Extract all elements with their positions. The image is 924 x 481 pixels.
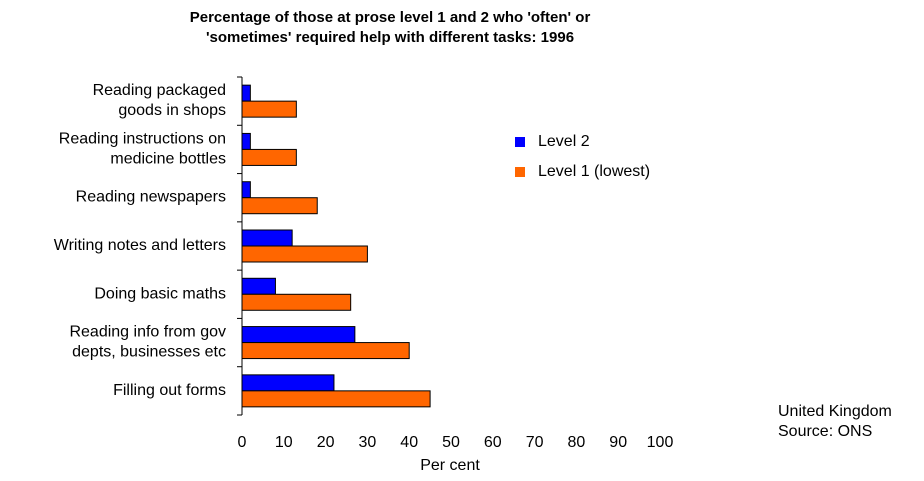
bar: [241, 181, 251, 199]
y-tick-label: Reading newspapers: [76, 189, 226, 206]
note: United Kingdom: [778, 403, 892, 420]
legend-label: Level 1 (lowest): [538, 163, 650, 180]
x-tick-label: 80: [568, 434, 586, 451]
bar: [241, 342, 410, 360]
x-tick-label: 10: [275, 434, 293, 451]
bar: [241, 293, 352, 311]
y-tick-label: Reading packaged goods in shops: [93, 82, 226, 119]
y-tick-label: Reading instructions on medicine bottles: [59, 131, 226, 168]
legend-label: Level 2: [538, 133, 590, 150]
y-tick-label: Reading info from gov depts, businesses e…: [69, 324, 226, 361]
bar: [241, 277, 276, 295]
bar: [241, 229, 293, 247]
y-tick-label: Doing basic maths: [94, 286, 226, 303]
x-tick-label: 50: [442, 434, 460, 451]
x-tick-label: 0: [238, 434, 247, 451]
legend-swatch: [515, 167, 525, 177]
bar: [241, 326, 356, 344]
x-axis-label: Per cent: [420, 457, 480, 474]
x-tick-label: 70: [526, 434, 544, 451]
y-tick-label: Filling out forms: [113, 382, 226, 399]
x-tick-label: 90: [609, 434, 627, 451]
bar: [241, 374, 335, 392]
x-tick-label: 40: [400, 434, 418, 451]
x-tick-label: 60: [484, 434, 502, 451]
note: Source: ONS: [778, 423, 872, 440]
chart-title: Percentage of those at prose level 1 and…: [190, 9, 591, 26]
x-tick-label: 100: [647, 434, 674, 451]
bar: [241, 390, 431, 408]
bar: [241, 197, 318, 215]
bar: [241, 100, 297, 118]
bar: [241, 148, 297, 166]
legend-swatch: [515, 137, 525, 147]
bar: [241, 245, 368, 263]
bar: [241, 84, 251, 102]
x-tick-label: 20: [317, 434, 335, 451]
chart-title: 'sometimes' required help with different…: [206, 29, 574, 46]
x-tick-label: 30: [359, 434, 377, 451]
bar: [241, 132, 251, 150]
y-tick-label: Writing notes and letters: [54, 237, 226, 254]
